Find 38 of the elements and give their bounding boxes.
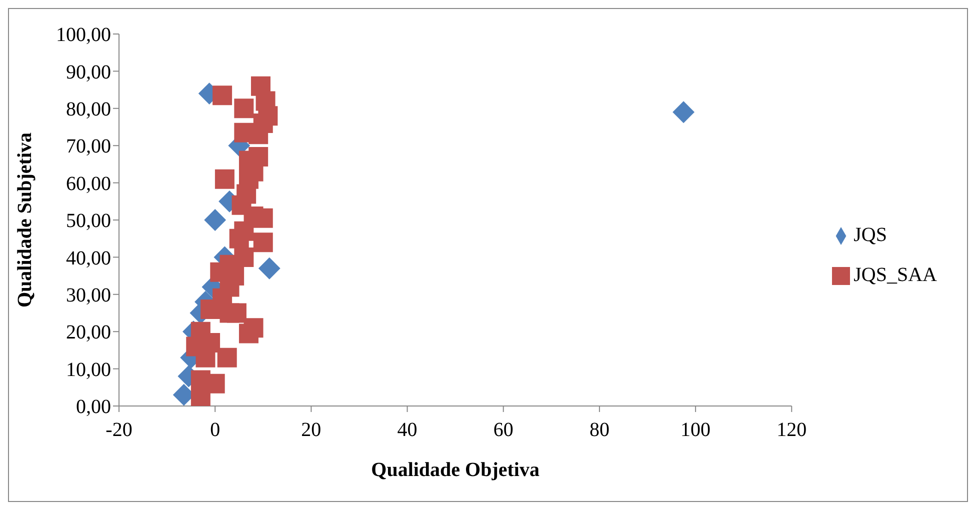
x-tick-label: -20 bbox=[106, 419, 132, 441]
y-tick-label: 80,00 bbox=[66, 98, 111, 120]
point bbox=[200, 300, 220, 320]
x-tick-label: 40 bbox=[397, 419, 418, 441]
y-tick-label: 40,00 bbox=[66, 247, 111, 270]
y-tick-label: 30,00 bbox=[66, 284, 111, 306]
point bbox=[217, 348, 237, 368]
point bbox=[672, 101, 694, 124]
y-tick-label: 100,00 bbox=[56, 24, 111, 46]
legend-label: JQS bbox=[854, 224, 887, 246]
point bbox=[226, 303, 246, 323]
point bbox=[234, 247, 254, 267]
legend-label: JQS_SAA bbox=[854, 264, 937, 286]
y-tick-label: 50,00 bbox=[66, 210, 111, 232]
point bbox=[212, 86, 232, 106]
x-tick-label: 0 bbox=[210, 419, 220, 441]
y-tick-label: 70,00 bbox=[66, 136, 111, 158]
x-tick-label: 60 bbox=[493, 419, 514, 441]
y-axis-title: Qualidade Subjetiva bbox=[14, 132, 36, 308]
x-axis-title: Qualidade Objetiva bbox=[371, 459, 540, 481]
point bbox=[253, 232, 273, 252]
x-tick-label: 120 bbox=[776, 419, 807, 441]
y-tick-label: 60,00 bbox=[66, 172, 111, 195]
point bbox=[234, 98, 254, 118]
y-tick-label: 10,00 bbox=[66, 358, 111, 381]
x-tick-label: 100 bbox=[680, 419, 711, 441]
point bbox=[238, 324, 258, 344]
point bbox=[214, 169, 234, 189]
point bbox=[229, 228, 249, 248]
x-tick-label: 20 bbox=[301, 419, 322, 441]
point bbox=[190, 370, 210, 390]
point bbox=[253, 208, 273, 228]
y-tick-label: 20,00 bbox=[66, 322, 111, 344]
y-tick-label: 0,00 bbox=[76, 396, 111, 418]
y-tick-label: 90,00 bbox=[66, 61, 111, 84]
point bbox=[258, 257, 280, 280]
point bbox=[204, 209, 226, 231]
x-tick-label: 80 bbox=[589, 419, 610, 441]
